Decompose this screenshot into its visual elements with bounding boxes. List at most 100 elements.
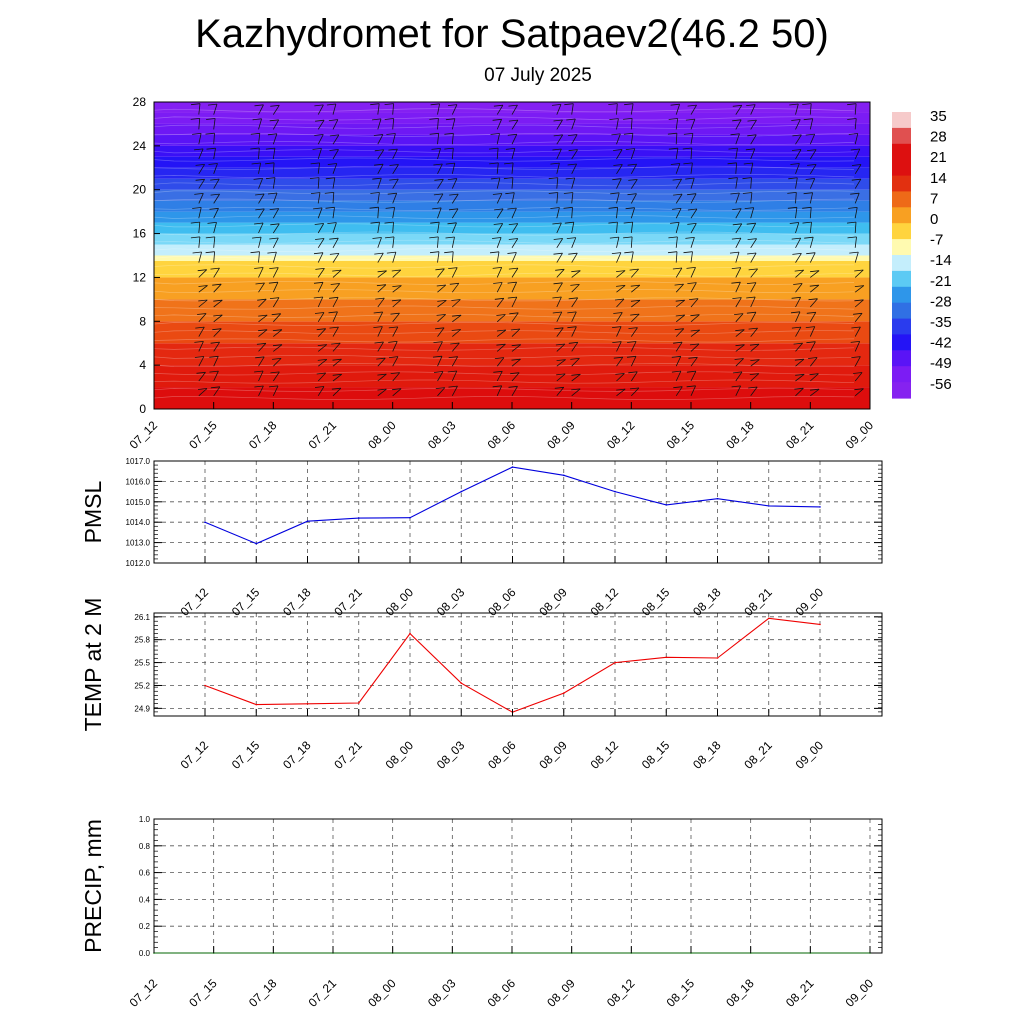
wind-barb-feather bbox=[508, 267, 518, 270]
wind-barb-feather bbox=[612, 178, 622, 181]
y-tick-label: 24.9 bbox=[134, 704, 150, 713]
wind-barb-feather bbox=[330, 283, 340, 285]
wind-barb bbox=[213, 386, 221, 397]
wind-barb-feather bbox=[268, 281, 278, 284]
wind-barb bbox=[392, 222, 394, 234]
x-tick-label: 08_03 bbox=[434, 738, 468, 772]
wind-barb-feather bbox=[494, 357, 504, 359]
wind-barb bbox=[272, 148, 276, 160]
wind-barb bbox=[511, 386, 518, 397]
wind-barb-feather bbox=[210, 193, 220, 196]
wind-barb-feather bbox=[805, 133, 815, 136]
wind-barb bbox=[675, 283, 684, 293]
wind-barb-feather bbox=[802, 221, 812, 224]
wind-barb bbox=[258, 370, 264, 382]
wind-barb bbox=[437, 251, 440, 263]
x-tick-label: 07_15 bbox=[229, 738, 263, 772]
wind-barb bbox=[451, 251, 454, 263]
wind-barb bbox=[258, 267, 264, 278]
wind-barb bbox=[630, 103, 634, 115]
y-tick-label: 0.8 bbox=[139, 842, 151, 851]
wind-barb bbox=[258, 104, 264, 115]
wind-barb-feather bbox=[808, 298, 818, 301]
wind-barb bbox=[437, 371, 444, 382]
wind-barb-feather bbox=[258, 329, 268, 332]
wind-barb-feather bbox=[791, 237, 801, 240]
wind-barb-feather bbox=[508, 223, 518, 225]
contour-band bbox=[154, 134, 870, 146]
data-point bbox=[563, 474, 565, 477]
wind-barb-feather bbox=[392, 285, 402, 287]
wind-barb-feather bbox=[623, 221, 633, 224]
wind-barb bbox=[437, 222, 440, 234]
wind-barb bbox=[571, 163, 577, 174]
wind-barb-feather bbox=[258, 314, 268, 317]
wind-barb bbox=[317, 296, 324, 308]
wind-barb-feather bbox=[508, 119, 518, 122]
wind-barb bbox=[854, 222, 857, 234]
wind-barb-feather bbox=[685, 177, 695, 180]
wind-barb-feather bbox=[271, 313, 281, 316]
x-tick-label: 08_18 bbox=[723, 976, 757, 1010]
wind-barb-feather bbox=[255, 193, 265, 196]
wind-barb bbox=[630, 251, 634, 263]
contour-line bbox=[153, 108, 855, 113]
wind-barb-feather bbox=[564, 221, 574, 224]
wind-barb bbox=[451, 163, 456, 174]
wind-barb bbox=[437, 163, 443, 174]
wind-barb-feather bbox=[194, 193, 204, 195]
wind-barb-feather bbox=[670, 103, 680, 106]
wind-barb-feather bbox=[552, 222, 562, 225]
wind-barb bbox=[810, 373, 819, 382]
wind-barb-feather bbox=[309, 177, 320, 179]
pmsl-panel bbox=[153, 460, 883, 564]
wind-barb-feather bbox=[389, 178, 399, 181]
wind-barb-feather bbox=[496, 343, 506, 346]
wind-barb bbox=[631, 313, 640, 323]
y-tick-label: 24 bbox=[133, 139, 147, 153]
wind-barb bbox=[631, 387, 640, 397]
wind-barb bbox=[630, 207, 635, 219]
x-tick-label: 08_15 bbox=[639, 738, 673, 772]
wind-barb-feather bbox=[250, 147, 260, 150]
wind-barb bbox=[198, 341, 204, 352]
wind-barb-feather bbox=[377, 388, 387, 391]
contour-line bbox=[153, 198, 855, 203]
wind-barb bbox=[511, 296, 518, 308]
wind-barb bbox=[616, 270, 626, 278]
wind-barb-feather bbox=[447, 178, 457, 180]
wind-barb-feather bbox=[854, 388, 864, 391]
wind-barb-feather bbox=[806, 311, 816, 314]
wind-barb-feather bbox=[851, 356, 861, 358]
wind-barb bbox=[809, 103, 812, 115]
wind-barb-feather bbox=[610, 192, 620, 195]
y-tick-label: 20 bbox=[133, 183, 147, 197]
wind-barb bbox=[213, 163, 218, 174]
wind-barb-feather bbox=[492, 267, 502, 269]
wind-barb-feather bbox=[386, 251, 396, 254]
colorbar-label: -35 bbox=[930, 314, 952, 331]
wind-barb bbox=[630, 236, 633, 248]
wind-barb-feather bbox=[432, 207, 442, 210]
wind-barb-feather bbox=[732, 371, 743, 374]
wind-barb bbox=[795, 253, 802, 263]
x-tick-label: 08_21 bbox=[783, 418, 817, 452]
wind-barb bbox=[392, 164, 399, 175]
wind-barb-feather bbox=[566, 118, 576, 121]
wind-barb-feather bbox=[674, 328, 684, 331]
wind-barb bbox=[496, 177, 501, 189]
colorbar-label: -21 bbox=[930, 273, 952, 290]
wind-barb bbox=[675, 386, 683, 397]
wind-barb bbox=[854, 236, 857, 248]
x-tick-label: 07_21 bbox=[306, 976, 340, 1010]
wind-barb-feather bbox=[205, 251, 215, 254]
wind-barb bbox=[616, 285, 626, 293]
wind-barb-feather bbox=[746, 296, 756, 299]
wind-barb bbox=[750, 327, 758, 337]
wind-barb bbox=[317, 148, 322, 160]
wind-barb-feather bbox=[792, 134, 802, 137]
wind-barb bbox=[377, 118, 382, 130]
wind-barb-feather bbox=[327, 163, 337, 165]
wind-barb-feather bbox=[384, 103, 394, 105]
wind-barb bbox=[750, 162, 754, 174]
